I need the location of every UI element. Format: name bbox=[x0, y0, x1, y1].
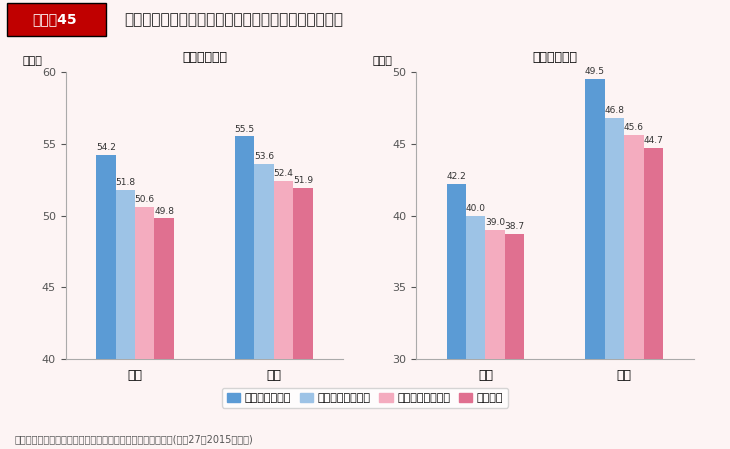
Text: 39.0: 39.0 bbox=[485, 218, 505, 227]
Bar bbox=[585, 79, 604, 359]
Bar bbox=[155, 218, 174, 359]
Bar bbox=[293, 188, 312, 359]
Bar bbox=[604, 118, 624, 359]
Text: 50.6: 50.6 bbox=[135, 195, 155, 204]
Text: 42.2: 42.2 bbox=[447, 172, 466, 181]
Bar bbox=[96, 155, 115, 359]
Text: 53.6: 53.6 bbox=[254, 152, 274, 161]
Text: 52.4: 52.4 bbox=[274, 169, 293, 178]
Legend: 毎日食べている, 食べない日もある, 食べない日が多い, 食べない: 毎日食べている, 食べない日もある, 食べない日が多い, 食べない bbox=[222, 388, 508, 408]
Text: 51.9: 51.9 bbox=[293, 176, 313, 185]
FancyBboxPatch shape bbox=[7, 3, 106, 36]
Text: 図表－45: 図表－45 bbox=[32, 13, 77, 26]
Text: 49.8: 49.8 bbox=[154, 207, 174, 216]
Text: 55.5: 55.5 bbox=[234, 125, 255, 134]
Bar bbox=[135, 207, 155, 359]
Text: 40.0: 40.0 bbox=[466, 204, 485, 213]
Text: 44.7: 44.7 bbox=[643, 136, 664, 145]
Y-axis label: （点）: （点） bbox=[23, 56, 42, 66]
Text: 51.8: 51.8 bbox=[115, 178, 135, 187]
Text: 朝食の摂取状況と新体力テストの体力合計点との関係: 朝食の摂取状況と新体力テストの体力合計点との関係 bbox=[124, 12, 343, 27]
Bar bbox=[644, 148, 663, 359]
Bar bbox=[254, 164, 274, 359]
Text: 49.5: 49.5 bbox=[585, 67, 605, 76]
Bar bbox=[485, 230, 505, 359]
Bar bbox=[235, 136, 254, 359]
Title: 小学校５年生: 小学校５年生 bbox=[182, 51, 227, 64]
Text: 資料：スポーツ庁「全国体力・運動能力、運動習慣等調査」(平成27（2015）年度): 資料：スポーツ庁「全国体力・運動能力、運動習慣等調査」(平成27（2015）年度… bbox=[15, 435, 253, 445]
Bar bbox=[505, 234, 524, 359]
Title: 中学校２年生: 中学校２年生 bbox=[532, 51, 577, 64]
Bar bbox=[447, 184, 466, 359]
Bar bbox=[466, 216, 485, 359]
Text: 45.6: 45.6 bbox=[624, 123, 644, 132]
Text: 54.2: 54.2 bbox=[96, 143, 116, 152]
Text: 46.8: 46.8 bbox=[604, 106, 624, 115]
Bar bbox=[274, 181, 293, 359]
Y-axis label: （点）: （点） bbox=[373, 56, 393, 66]
Text: 38.7: 38.7 bbox=[504, 222, 525, 231]
Bar bbox=[624, 135, 644, 359]
Bar bbox=[115, 189, 135, 359]
